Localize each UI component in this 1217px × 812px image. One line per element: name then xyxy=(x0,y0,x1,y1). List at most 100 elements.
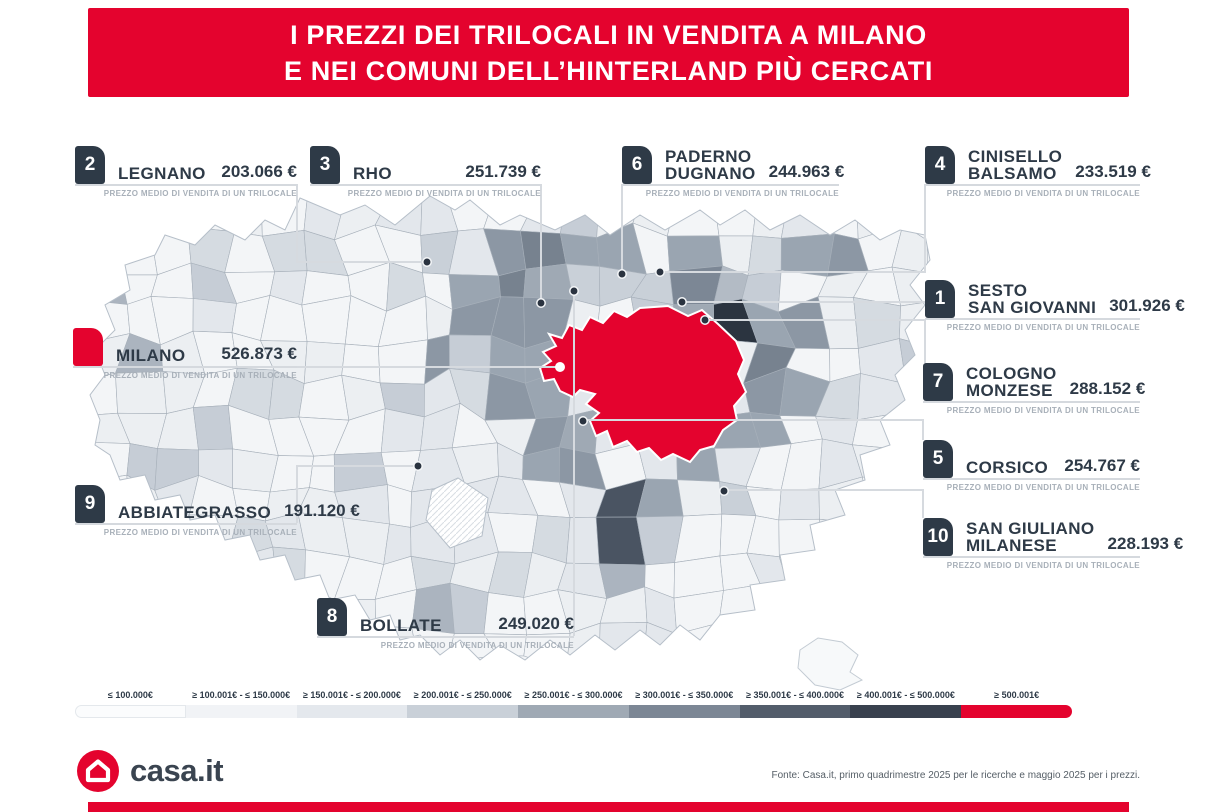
map-cell xyxy=(676,622,720,660)
rank-badge: 1 xyxy=(925,280,955,318)
map-cell xyxy=(309,454,336,493)
dot-sangiuliano xyxy=(719,486,729,496)
city-name: SESTO SAN GIOVANNI xyxy=(968,281,1097,317)
price-caption: PREZZO MEDIO DI VENDITA DI UN TRILOCALE xyxy=(103,189,297,198)
map-cell xyxy=(677,479,723,517)
legend-swatch xyxy=(850,705,962,718)
title-banner: I PREZZI DEI TRILOCALI IN VENDITA A MILA… xyxy=(88,8,1129,97)
map-cell xyxy=(754,584,790,638)
dot-milano xyxy=(555,362,565,372)
rank-badge: 10 xyxy=(923,518,953,556)
map-cell xyxy=(900,619,930,660)
map-cell xyxy=(519,199,567,234)
callout-milano: MILANO 526.873 € PREZZO MEDIO DI VENDITA… xyxy=(73,328,297,380)
legend-label: ≥ 250.001€ - ≤ 300.000€ xyxy=(524,690,623,700)
price-caption: PREZZO MEDIO DI VENDITA DI UN TRILOCALE xyxy=(103,528,297,537)
city-name: ABBIATEGRASSO xyxy=(118,503,272,522)
map-cell xyxy=(866,517,904,560)
legend-label: ≥ 500.001€ xyxy=(994,690,1040,700)
price-legend: ≤ 100.000€ ≥ 100.001€ - ≤ 150.000€ ≥ 150… xyxy=(75,688,1073,718)
map-cell xyxy=(565,516,600,565)
legend-swatch xyxy=(75,705,186,718)
rank-badge: 3 xyxy=(310,146,340,184)
callout-cologno-monzese: 7 COLOGNO MONZESE 288.152 € PREZZO MEDIO … xyxy=(923,363,1145,415)
callout-sesto-san-giovanni: 1 SESTO SAN GIOVANNI 301.926 € PREZZO MED… xyxy=(925,280,1185,332)
city-name: CORSICO xyxy=(966,458,1049,477)
map-cell xyxy=(753,620,786,660)
price-caption: PREZZO MEDIO DI VENDITA DI UN TRILOCALE xyxy=(645,189,839,198)
price-caption: PREZZO MEDIO DI VENDITA DI UN TRILOCALE xyxy=(946,561,1140,570)
callout-abbiategrasso: 9 ABBIATEGRASSO 191.120 € PREZZO MEDIO D… xyxy=(75,485,360,537)
dot-cinisello xyxy=(655,267,665,277)
price-value: 228.193 € xyxy=(1107,534,1184,553)
legend-label: ≥ 400.001€ - ≤ 500.000€ xyxy=(856,690,955,700)
milano-region xyxy=(538,304,748,464)
price-value: 191.120 € xyxy=(284,501,360,520)
map-cell xyxy=(90,632,128,660)
callout-cinisello-balsamo: 4 CINISELLO BALSAMO 233.519 € PREZZO MEDI… xyxy=(925,146,1151,198)
city-name: MILANO xyxy=(116,346,186,365)
province-outline-stroke xyxy=(89,195,931,661)
price-caption: PREZZO MEDIO DI VENDITA DI UN TRILOCALE xyxy=(946,323,1140,332)
map-cell xyxy=(380,408,425,453)
map-cell xyxy=(778,518,823,558)
legend-swatch xyxy=(628,705,740,718)
rank-badge: 7 xyxy=(923,363,953,401)
dot-abbiategrasso xyxy=(413,461,423,471)
legend-swatch xyxy=(296,705,408,718)
connector-legnano xyxy=(296,184,427,263)
callout-rho: 3 RHO 251.739 € PREZZO MEDIO DI VENDITA … xyxy=(310,146,541,198)
dot-legnano xyxy=(422,257,432,267)
dot-corsico xyxy=(578,416,588,426)
map-cell xyxy=(272,546,306,596)
map-cell xyxy=(819,518,870,559)
rank-badge: 4 xyxy=(925,146,955,184)
price-caption: PREZZO MEDIO DI VENDITA DI UN TRILOCALE xyxy=(380,641,574,650)
city-dots xyxy=(413,257,729,496)
map-cell xyxy=(778,488,820,521)
map-cell xyxy=(852,597,907,622)
map-cell xyxy=(857,373,907,421)
map-cell xyxy=(780,233,835,277)
connector-corsico xyxy=(583,419,924,440)
map-cell xyxy=(114,552,167,597)
city-name: LEGNANO xyxy=(118,164,206,183)
price-value: 249.020 € xyxy=(498,614,574,633)
price-caption: PREZZO MEDIO DI VENDITA DI UN TRILOCALE xyxy=(946,483,1140,492)
price-caption: PREZZO MEDIO DI VENDITA DI UN TRILOCALE xyxy=(946,189,1140,198)
map-cell xyxy=(227,582,279,636)
casa-it-logo: casa.it xyxy=(77,750,224,792)
price-caption: PREZZO MEDIO DI VENDITA DI UN TRILOCALE xyxy=(946,406,1140,415)
map-cell xyxy=(673,590,724,635)
city-name: SAN GIULIANO MILANESE xyxy=(966,519,1095,555)
map-cell xyxy=(90,441,131,481)
map-cell xyxy=(559,196,600,238)
map-cell xyxy=(598,621,648,660)
city-name: CINISELLO BALSAMO xyxy=(968,147,1063,183)
map-cell xyxy=(227,633,281,660)
map-cell xyxy=(191,553,237,589)
map-cell xyxy=(164,553,199,590)
map-cell xyxy=(666,196,720,237)
dot-sesto xyxy=(677,297,687,307)
legend-swatch xyxy=(739,705,851,718)
price-value: 288.152 € xyxy=(1069,379,1146,398)
legend-labels: ≤ 100.000€ ≥ 100.001€ - ≤ 150.000€ ≥ 150… xyxy=(75,688,1072,705)
callout-bollate: 8 BOLLATE 249.020 € PREZZO MEDIO DI VEND… xyxy=(317,598,574,650)
map-cell xyxy=(852,557,904,599)
map-cell xyxy=(815,552,868,599)
map-cell xyxy=(856,619,907,660)
callout-legnano: 2 LEGNANO 203.066 € PREZZO MEDIO DI VEND… xyxy=(75,146,297,198)
map-cell xyxy=(191,582,237,636)
no-data-hatched-area xyxy=(425,477,489,549)
legend-color-bar xyxy=(75,705,1073,718)
milano-badge xyxy=(73,328,103,366)
house-icon xyxy=(77,750,119,792)
connector-cologno xyxy=(705,319,926,363)
legend-swatch xyxy=(961,705,1073,718)
legend-label: ≥ 200.001€ - ≤ 250.000€ xyxy=(413,690,512,700)
connector-cinisello xyxy=(660,184,926,273)
dot-rho xyxy=(536,298,546,308)
map-cell xyxy=(714,622,756,660)
